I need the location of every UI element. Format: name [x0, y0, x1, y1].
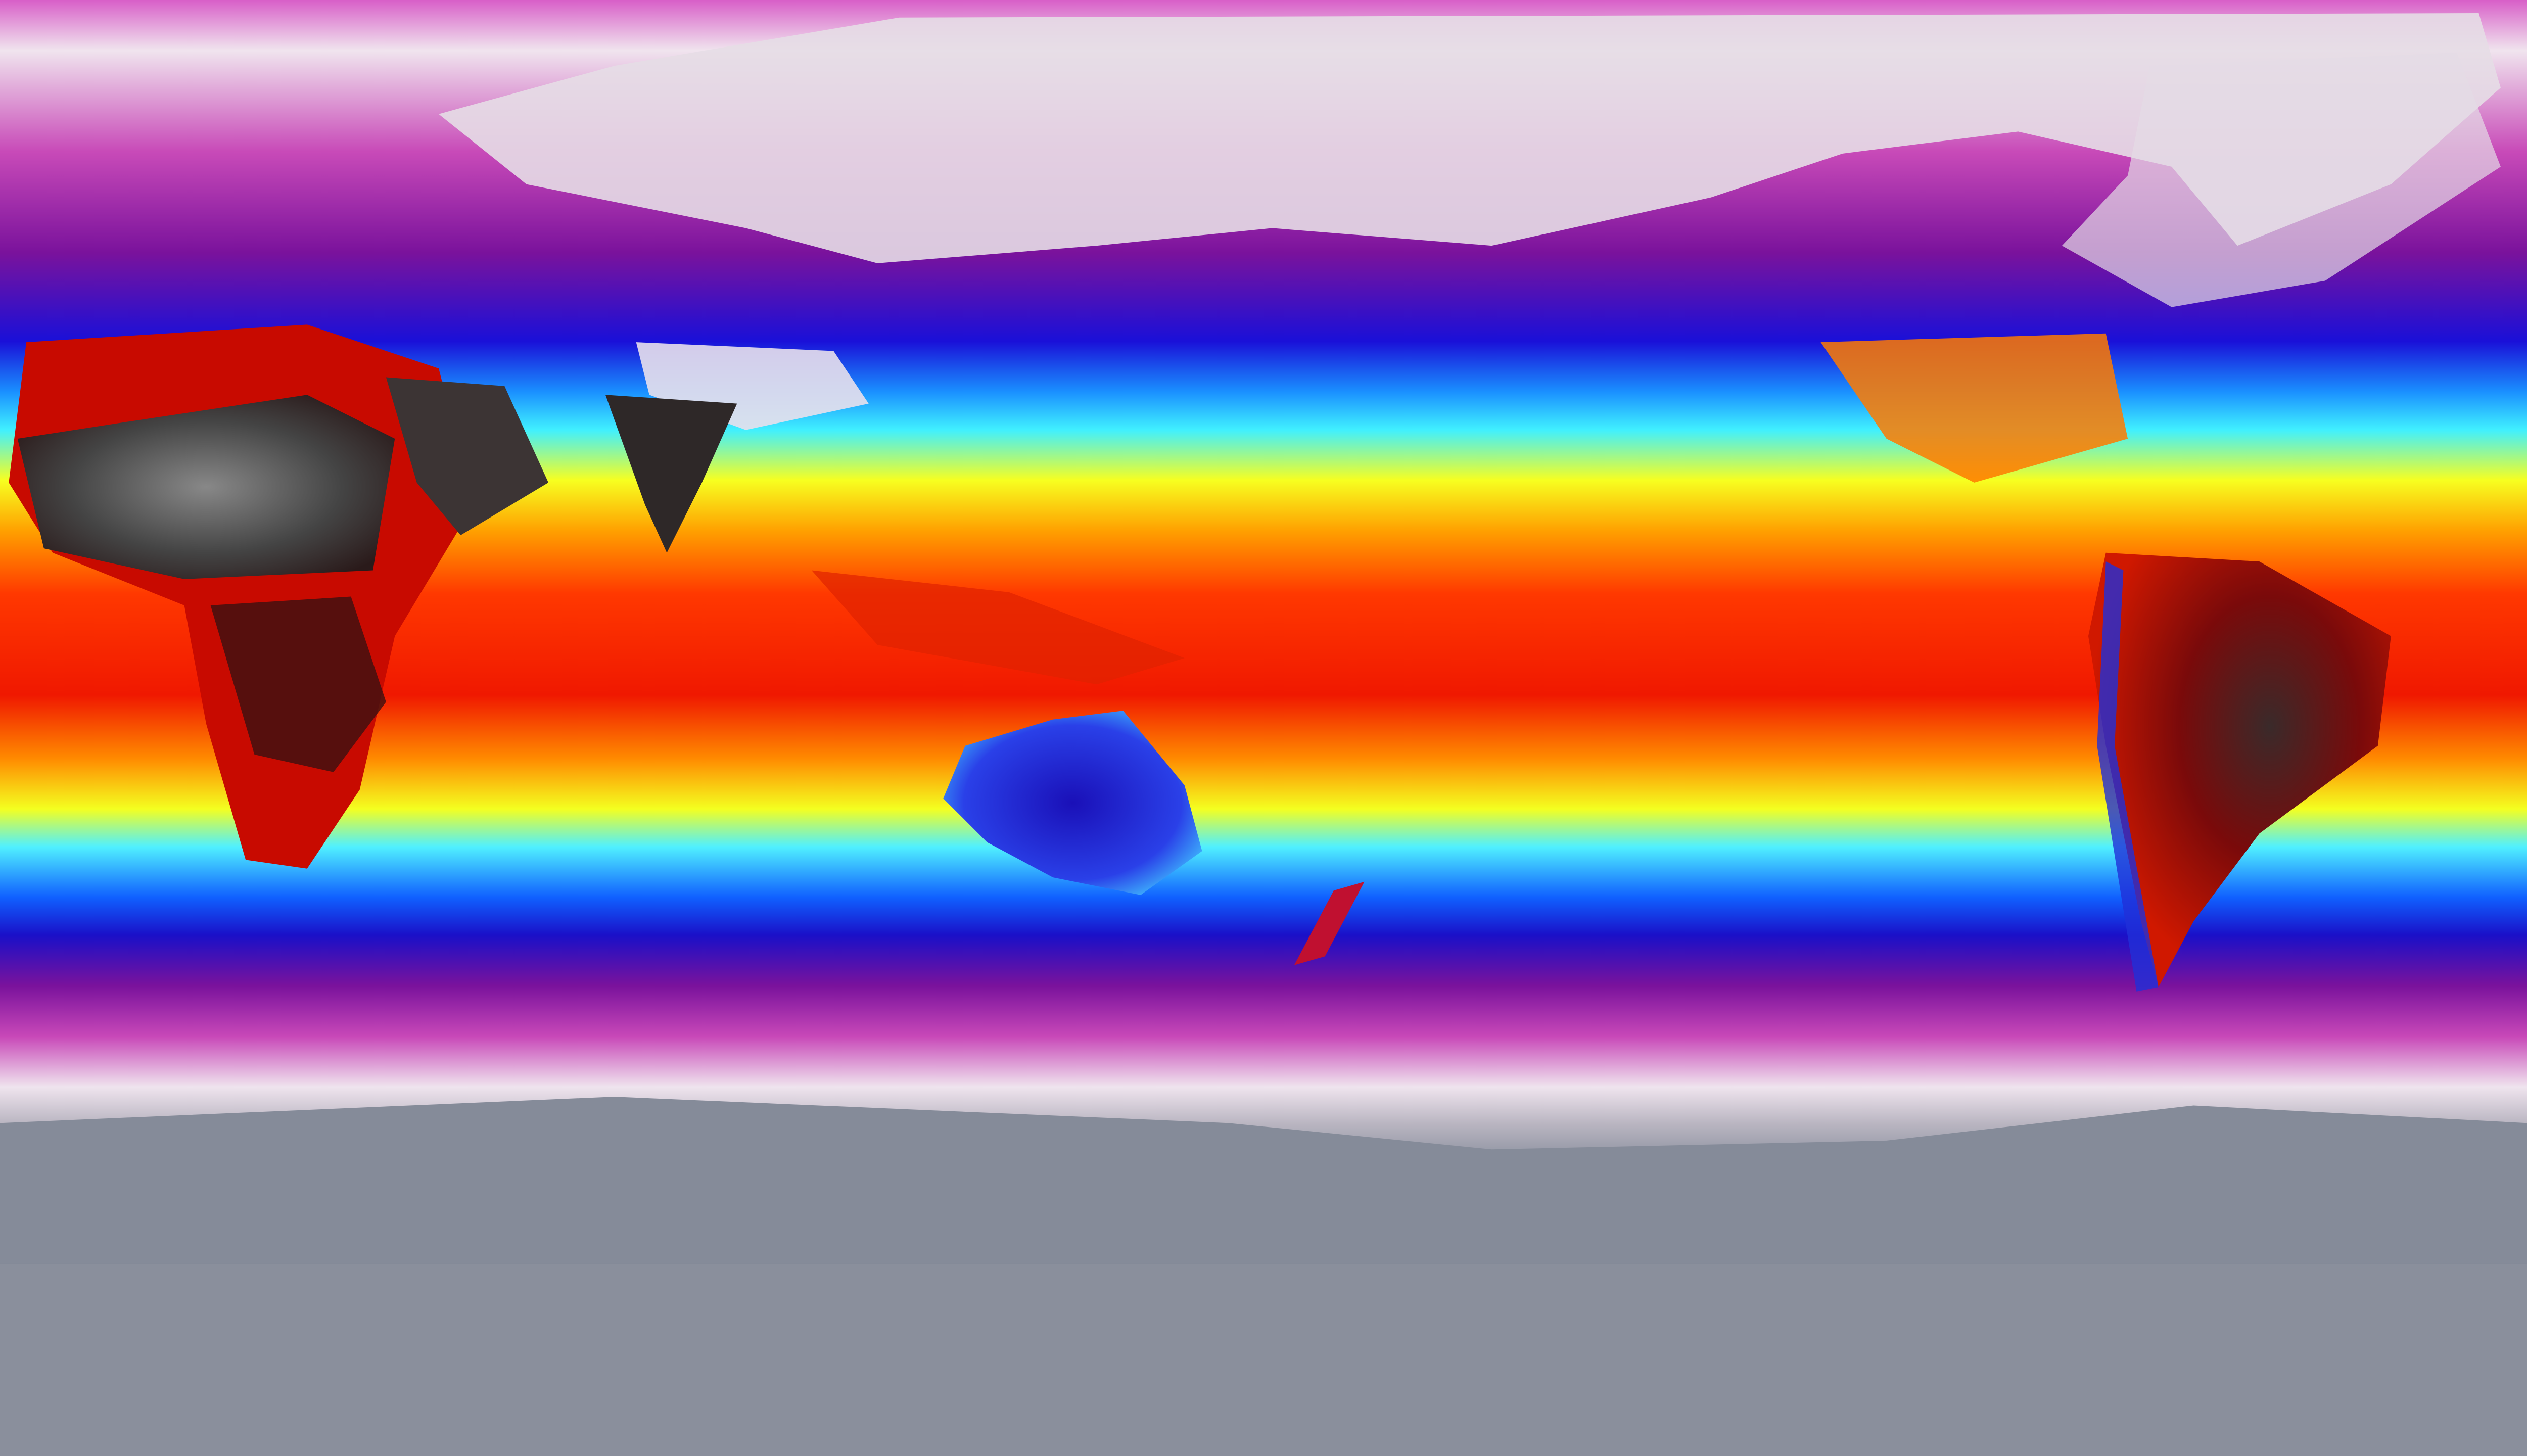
australia-landmass — [943, 711, 1202, 895]
andes-cold-strip — [2097, 561, 2159, 992]
temperature-map — [0, 0, 2527, 1264]
maritime-continent — [811, 570, 1185, 685]
new-zealand — [1294, 881, 1365, 965]
antarctica-landmass — [0, 1097, 2527, 1264]
siberia-landmass — [439, 13, 2501, 263]
india-landmass — [605, 395, 737, 553]
arabia-landmass — [386, 377, 549, 536]
central-america-landmass — [1820, 333, 2128, 483]
north-america-landmass — [2062, 53, 2501, 307]
south-america-landmass — [2088, 552, 2391, 988]
central-africa-dark — [210, 596, 386, 772]
sahara-hot-zone — [17, 395, 395, 579]
